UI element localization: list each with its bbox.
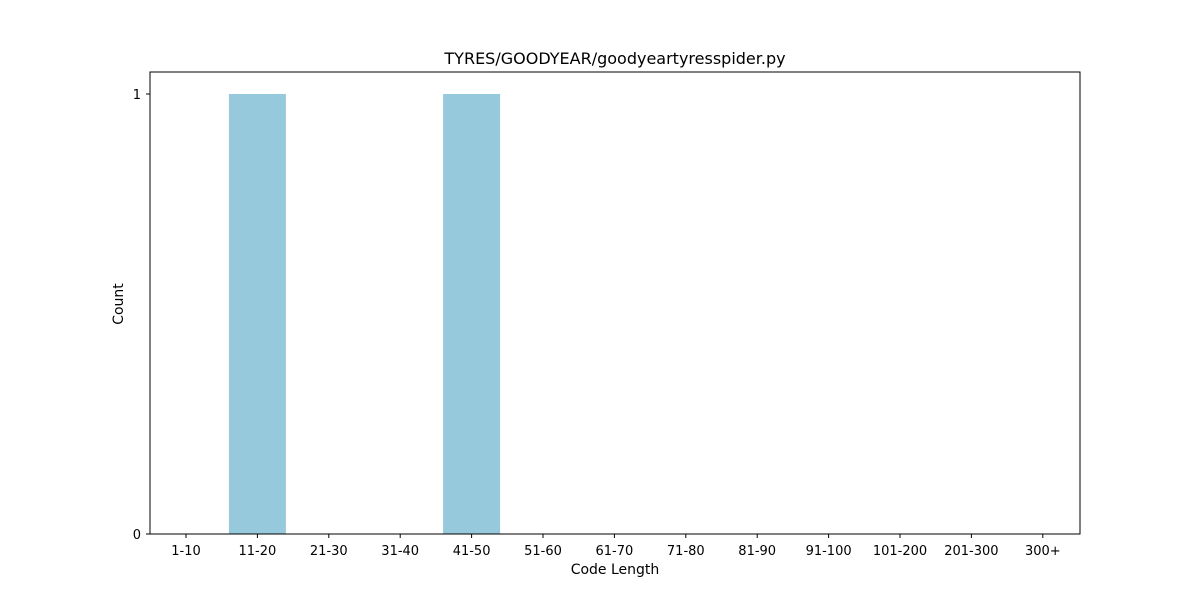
chart-title: TYRES/GOODYEAR/goodyeartyresspider.py [443, 49, 785, 68]
x-tick-label: 11-20 [239, 544, 277, 559]
x-tick-label: 300+ [1025, 544, 1061, 559]
x-tick-label: 71-80 [667, 544, 705, 559]
x-tick-label: 21-30 [310, 544, 348, 559]
x-tick-label: 201-300 [944, 544, 998, 559]
plot-frame [149, 71, 1081, 535]
x-tick-label: 41-50 [453, 544, 491, 559]
x-tick-label: 91-100 [806, 544, 852, 559]
y-axis-label: Count [111, 283, 127, 325]
x-tick-label: 81-90 [738, 544, 776, 559]
y-tick-label: 1 [133, 88, 141, 103]
x-tick-label: 31-40 [381, 544, 419, 559]
bar-41-50 [443, 94, 501, 534]
bars-group [228, 94, 501, 534]
x-tick-label: 51-60 [524, 544, 562, 559]
y-tick-label: 0 [133, 528, 141, 543]
bar-11-20 [228, 94, 286, 534]
x-axis-ticks: 1-10 11-20 21-30 31-40 41-50 51-60 61-70 71-80 8… [171, 534, 1061, 559]
x-tick-label: 61-70 [596, 544, 634, 559]
x-axis-label: Code Length [571, 562, 660, 578]
x-tick-label: 1-10 [171, 544, 201, 559]
x-tick-label: 101-200 [873, 544, 927, 559]
y-axis-ticks: 01 [133, 88, 150, 543]
